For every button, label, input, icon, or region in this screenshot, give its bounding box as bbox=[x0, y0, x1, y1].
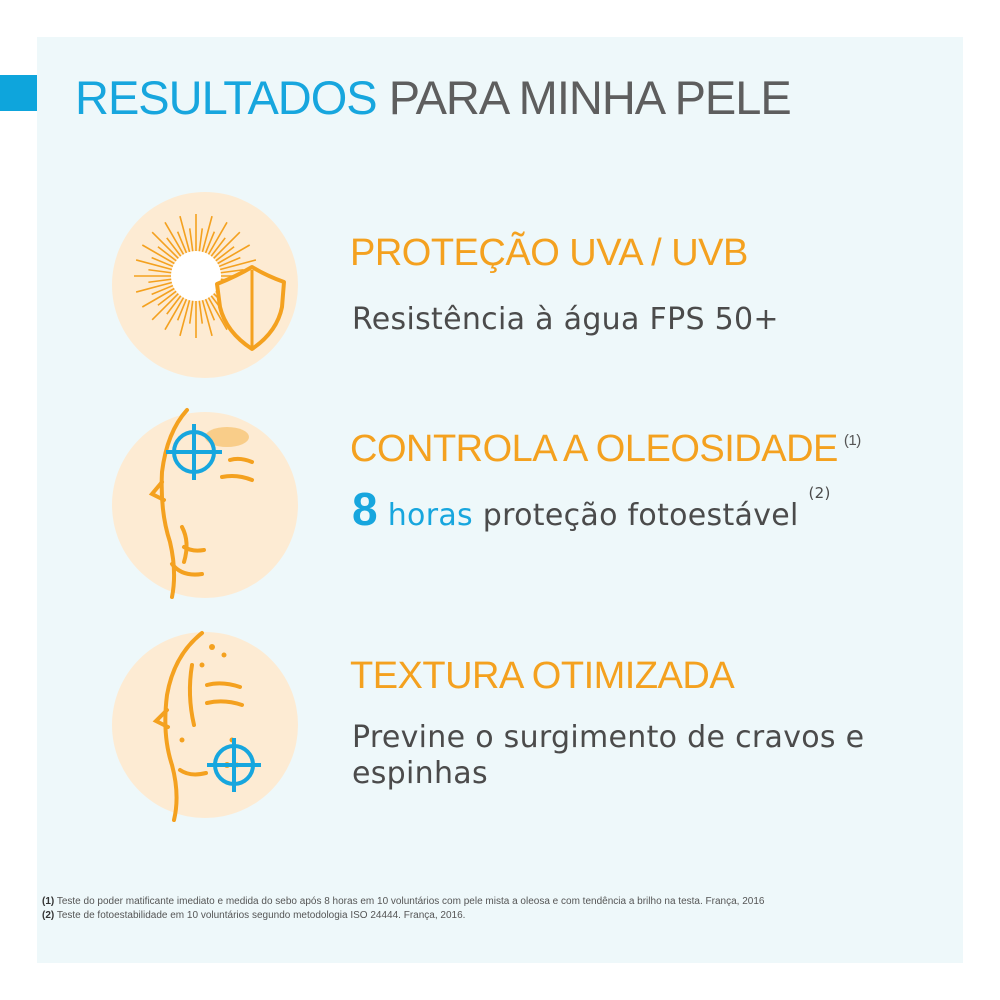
footnote: (1) Teste do poder matificante imediato … bbox=[42, 896, 764, 907]
sun-ray bbox=[207, 296, 228, 331]
page-title: RESULTADOS PARA MINHA PELE bbox=[75, 70, 792, 125]
sun-ray bbox=[207, 221, 228, 256]
footnote-text: Teste do poder matificante imediato e me… bbox=[54, 896, 765, 907]
sun-ray bbox=[219, 268, 244, 274]
benefit-heading: CONTROLA A OLEOSIDADE (1) bbox=[350, 428, 861, 471]
benefit-text: Resistência à água FPS 50+ bbox=[352, 302, 779, 337]
title-highlight: RESULTADOS bbox=[75, 71, 378, 124]
sun-ray bbox=[157, 289, 178, 306]
heading-text: CONTROLA A OLEOSIDADE bbox=[350, 428, 838, 470]
sun-ray bbox=[148, 268, 173, 274]
footnote-ref: (1) bbox=[42, 896, 55, 907]
sun-ray bbox=[212, 231, 241, 260]
sun-ray bbox=[141, 287, 176, 308]
sun-ray bbox=[201, 215, 213, 254]
sun-ray bbox=[151, 231, 180, 260]
hours-number: 8 bbox=[352, 483, 378, 535]
sun-ray bbox=[166, 294, 183, 315]
benefit-description: proteção fotoestável bbox=[482, 498, 799, 533]
sun-ray bbox=[201, 298, 213, 337]
sun-ray bbox=[204, 231, 216, 255]
sun-ray bbox=[179, 215, 191, 254]
sun-ray bbox=[166, 237, 183, 258]
sun-ray bbox=[204, 297, 216, 321]
sun-ray bbox=[164, 296, 185, 331]
face-texture-icon bbox=[152, 631, 261, 822]
sun-ray bbox=[209, 237, 226, 258]
sun-ray bbox=[164, 221, 185, 256]
benefit-text-line1: Previne o surgimento de cravos e bbox=[352, 720, 865, 755]
sun-ray bbox=[198, 299, 204, 324]
accent-bar bbox=[0, 75, 37, 111]
icon-circle bbox=[112, 412, 298, 598]
footnote-ref: (2) bbox=[808, 484, 831, 502]
sun-ray bbox=[141, 244, 176, 265]
sun-ray bbox=[148, 278, 173, 284]
sun-shield-icon bbox=[134, 214, 286, 351]
sun-ray bbox=[214, 246, 235, 263]
footnote-ref: (1) bbox=[843, 432, 861, 449]
title-rest: PARA MINHA PELE bbox=[376, 71, 792, 124]
sun-ray bbox=[157, 246, 178, 263]
icon-circle bbox=[112, 632, 298, 818]
sun-ray bbox=[198, 228, 204, 253]
sun-ray bbox=[176, 231, 188, 255]
footnote: (2) Teste de fotoestabilidade em 10 volu… bbox=[42, 910, 465, 921]
benefit-heading: PROTEÇÃO UVA / UVB bbox=[350, 232, 748, 274]
sun-ray bbox=[151, 292, 180, 321]
sun-ray bbox=[151, 284, 175, 296]
sun-ray bbox=[151, 256, 175, 268]
hours-unit: horas bbox=[387, 498, 473, 533]
benefit-heading: TEXTURA OTIMIZADA bbox=[350, 655, 735, 697]
sun-ray bbox=[218, 259, 257, 271]
sun-ray bbox=[179, 298, 191, 337]
benefit-text: 8 horas proteção fotoestável (2) bbox=[352, 482, 831, 536]
sun-ray bbox=[135, 281, 174, 293]
sun-ray bbox=[135, 259, 174, 271]
footnote-text: Teste de fotoestabilidade em 10 voluntár… bbox=[54, 910, 466, 921]
sun-ray bbox=[217, 256, 241, 268]
benefit-text-line2: espinhas bbox=[352, 756, 488, 791]
sun-ray bbox=[188, 228, 194, 253]
footnote-ref: (2) bbox=[42, 910, 55, 921]
face-oil-control-icon bbox=[148, 408, 254, 599]
sun-ray bbox=[188, 299, 194, 324]
sun-ray bbox=[216, 244, 251, 265]
sun-ray bbox=[176, 297, 188, 321]
